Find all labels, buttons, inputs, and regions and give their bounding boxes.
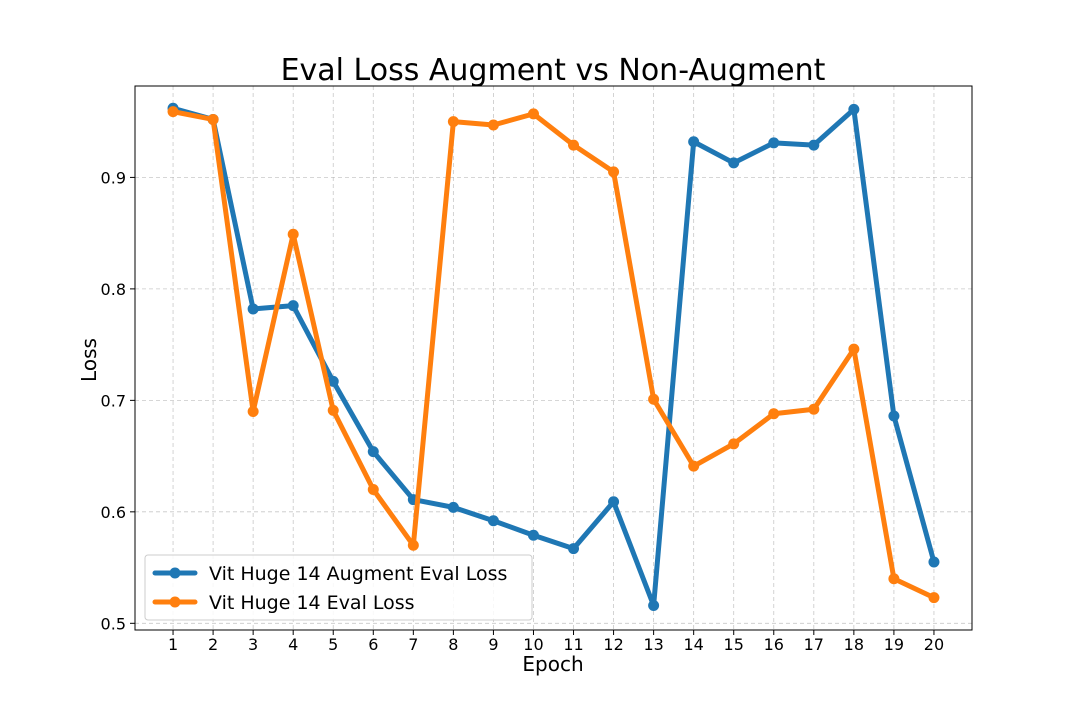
series-2-point [287, 228, 299, 240]
series-2-point [888, 573, 900, 585]
series-1-point [487, 515, 499, 527]
plot-area-frame [134, 85, 973, 631]
legend-label: Vit Huge 14 Augment Eval Loss [209, 563, 507, 585]
legend: Vit Huge 14 Augment Eval Loss Vit Huge 14… [144, 554, 533, 621]
series-1-point [608, 496, 620, 508]
series-2-point [407, 539, 419, 551]
y-tick-label: 0.7 [101, 391, 126, 410]
series-2-point [928, 592, 940, 604]
series-2-point [848, 343, 860, 355]
series-2-point [247, 406, 259, 418]
series-2-point [768, 408, 780, 420]
series-1-point [327, 375, 339, 387]
series-1-point [888, 410, 900, 422]
x-tick-label: 3 [248, 635, 258, 654]
x-tick-label: 9 [488, 635, 498, 654]
series-1-point [247, 303, 259, 315]
x-tick-label: 18 [844, 635, 864, 654]
series-line-2 [170, 109, 937, 601]
x-tick-label: 5 [328, 635, 338, 654]
legend-box [144, 554, 533, 621]
x-tick-label: 6 [368, 635, 378, 654]
series-1-point [808, 139, 820, 151]
series-1-point [568, 543, 580, 555]
series-1-point [367, 446, 379, 458]
series-2-point [487, 119, 499, 131]
x-tick-label: 1 [168, 635, 178, 654]
series-2-point [808, 403, 820, 415]
x-tick-label: 15 [724, 635, 744, 654]
series-2-point [648, 393, 660, 405]
y-tick-label: 0.9 [101, 168, 126, 187]
legend-swatch-marker [169, 567, 181, 579]
y-tick-label: 0.8 [101, 280, 126, 299]
series-2-point [367, 484, 379, 496]
series-2-point [527, 108, 539, 120]
x-tick-label: 7 [408, 635, 418, 654]
series-1-point [287, 300, 299, 312]
x-tick-label: 14 [683, 635, 703, 654]
series-1-point [527, 529, 539, 541]
series-2-point [327, 404, 339, 416]
series-layer [167, 102, 940, 611]
x-tick-label: 11 [563, 635, 583, 654]
series-2-point [568, 139, 580, 151]
series-2-point [728, 438, 740, 450]
x-tick-label: 19 [884, 635, 904, 654]
x-tick-label: 4 [288, 635, 298, 654]
series-line-1 [170, 105, 937, 608]
x-tick-label: 2 [208, 635, 218, 654]
series-1-point [648, 599, 660, 611]
y-axis-label: Loss [77, 338, 101, 382]
series-2-point [447, 116, 459, 128]
tick-layer: 1 2 3 4 5 6 7 8 9 10 11 12 13 14 15 16 17 18 19 200.50.60.7… [101, 168, 945, 654]
x-tick-label: 13 [643, 635, 663, 654]
series-2-point [207, 113, 219, 125]
legend-swatch-marker [169, 596, 181, 608]
series-1-point [768, 137, 780, 149]
x-tick-label: 16 [764, 635, 784, 654]
x-axis-label: Epoch [522, 652, 583, 676]
x-tick-label: 10 [523, 635, 543, 654]
series-2-point [608, 166, 620, 178]
series-2-point [688, 460, 700, 472]
series-1-point [728, 157, 740, 169]
x-tick-label: 17 [804, 635, 824, 654]
series-1-point [928, 556, 940, 568]
series-1-point [447, 501, 459, 513]
series-2-point [167, 106, 179, 118]
legend-items: Vit Huge 14 Augment Eval Loss Vit Huge 14… [152, 563, 507, 614]
legend-label: Vit Huge 14 Eval Loss [209, 592, 415, 614]
x-tick-label: 20 [924, 635, 944, 654]
series-1-point [688, 136, 700, 148]
y-tick-label: 0.5 [101, 614, 126, 633]
x-tick-label: 12 [603, 635, 623, 654]
y-tick-label: 0.6 [101, 503, 126, 522]
series-1-point [848, 103, 860, 115]
chart-title: Eval Loss Augment vs Non-Augment [281, 53, 826, 88]
x-tick-label: 8 [448, 635, 458, 654]
